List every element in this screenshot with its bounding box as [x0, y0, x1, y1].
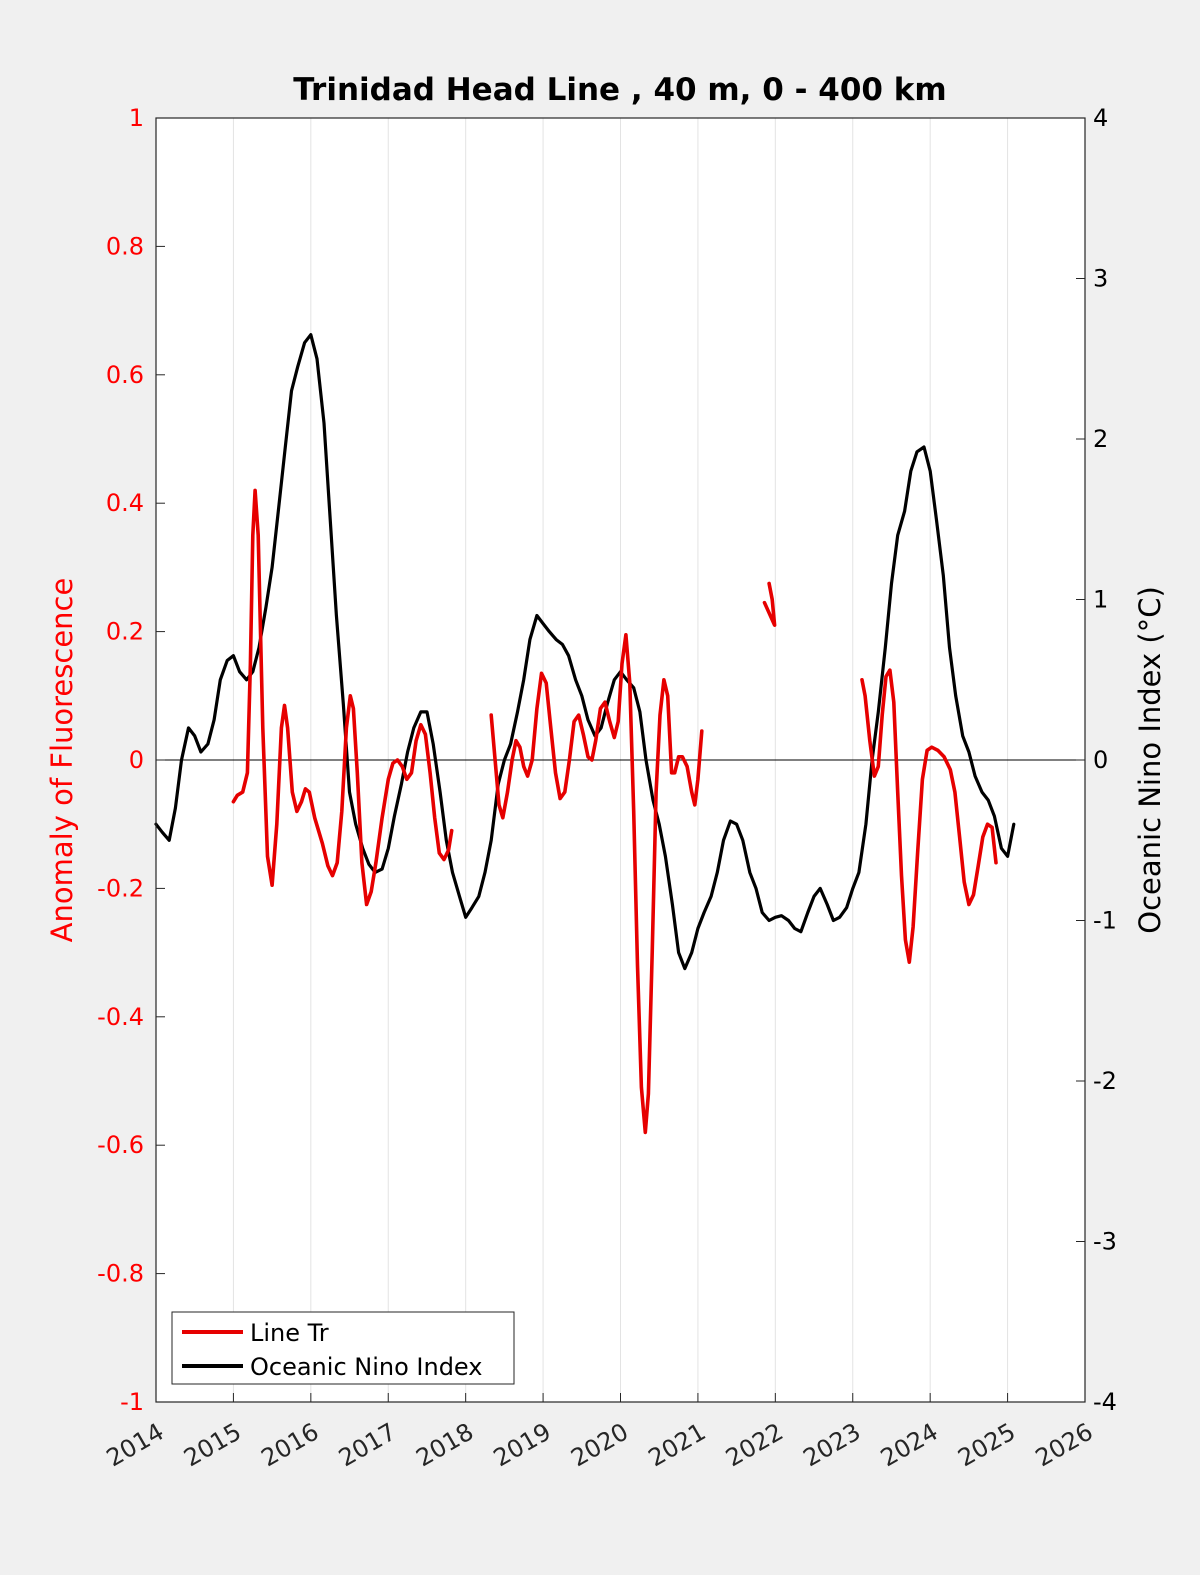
y-left-tick-label: -0.6: [97, 1131, 144, 1159]
series-line-tr-segment: [762, 581, 777, 627]
y-left-tick-label: -0.2: [97, 874, 144, 902]
y-right-tick-label: -1: [1093, 907, 1117, 935]
y-left-tick-label: 0.4: [106, 489, 144, 517]
legend-label-oni: Oceanic Nino Index: [250, 1353, 482, 1381]
y-left-tick-label: 0: [129, 746, 144, 774]
series-line-tr-segment: [489, 633, 704, 1135]
y-axis-right-label: Oceanic Nino Index (°C): [1133, 586, 1167, 934]
legend-box: [171, 1311, 515, 1385]
y-right-tick-label: -2: [1093, 1067, 1117, 1095]
legend-label-line-tr: Line Tr: [250, 1319, 329, 1347]
series-layer: [154, 333, 1016, 1135]
series-line-tr-segment: [860, 668, 998, 964]
y-right-tick-label: 2: [1093, 425, 1108, 453]
y-left-tick-label: -0.8: [97, 1260, 144, 1288]
y-left-tick-label: -0.4: [97, 1003, 144, 1031]
y-left-tick-label: 0.6: [106, 361, 144, 389]
legend: Line Tr Oceanic Nino Index: [171, 1311, 515, 1385]
y-right-tick-label: 4: [1093, 104, 1108, 132]
y-left-tick-label: 0.2: [106, 618, 144, 646]
tick-marks: [155, 117, 1086, 1403]
series-line-tr-segment: [231, 488, 454, 907]
y-right-tick-label: -3: [1093, 1228, 1117, 1256]
chart-title: Trinidad Head Line , 40 m, 0 - 400 km: [293, 72, 946, 108]
y-right-tick-label: 0: [1093, 746, 1108, 774]
y-left-tick-label: -1: [120, 1388, 144, 1416]
y-right-tick-label: -4: [1093, 1388, 1117, 1416]
series-line-oceanic-nino-index: [154, 333, 1016, 971]
y-axis-left-label: Anomaly of Fluorescence: [45, 578, 79, 943]
y-right-tick-label: 1: [1093, 586, 1108, 614]
y-left-tick-label: 0.8: [106, 232, 144, 260]
y-right-tick-label: 3: [1093, 265, 1108, 293]
y-left-tick-label: 1: [129, 104, 144, 132]
